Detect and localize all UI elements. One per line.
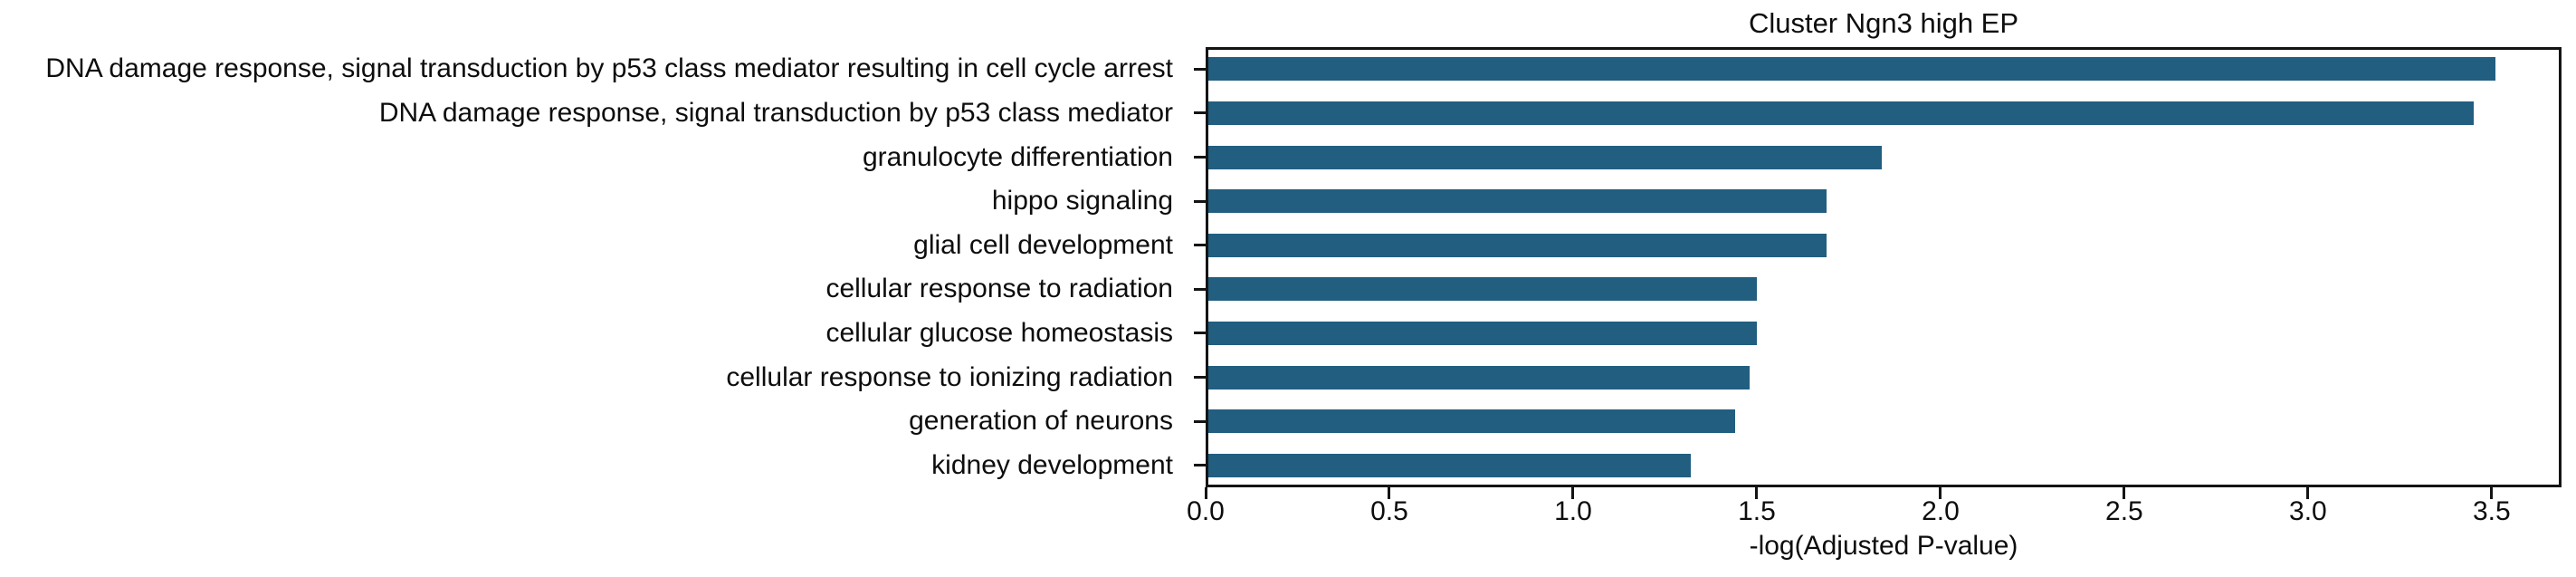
- x-tick-label: 3.5: [2473, 496, 2511, 526]
- bar-3: [1206, 189, 1827, 214]
- y-tick-label: granulocyte differentiation: [862, 141, 1173, 172]
- y-tick-label: DNA damage response, signal transduction…: [45, 53, 1173, 84]
- x-tick-mark: [2123, 487, 2126, 499]
- y-tick-label: generation of neurons: [909, 406, 1173, 437]
- bar-7: [1206, 365, 1750, 389]
- x-tick-mark: [2490, 487, 2494, 499]
- y-tick-label: cellular response to ionizing radiation: [726, 361, 1173, 392]
- y-tick-mark: [1194, 287, 1206, 291]
- x-tick-label: 2.5: [2105, 496, 2143, 526]
- bar-4: [1206, 233, 1827, 257]
- x-tick-mark: [2306, 487, 2310, 499]
- y-tick-mark: [1194, 376, 1206, 379]
- bar-0: [1206, 57, 2495, 82]
- bar-9: [1206, 453, 1691, 477]
- x-tick-mark: [1571, 487, 1575, 499]
- x-axis-title: -log(Adjusted P-value): [1749, 531, 2018, 561]
- x-tick-label: 0.5: [1370, 496, 1408, 526]
- x-tick-mark: [1204, 487, 1207, 499]
- y-tick-mark: [1194, 111, 1206, 115]
- bar-1: [1206, 101, 2474, 125]
- y-tick-label: DNA damage response, signal transduction…: [378, 97, 1173, 128]
- x-tick-label: 2.0: [1922, 496, 1960, 526]
- x-tick-mark: [1939, 487, 1942, 499]
- x-tick-label: 1.0: [1554, 496, 1592, 526]
- y-tick-label: kidney development: [931, 449, 1173, 480]
- chart-title: Cluster Ngn3 high EP: [1748, 7, 2019, 39]
- y-tick-mark: [1194, 419, 1206, 423]
- x-tick-label: 0.0: [1187, 496, 1225, 526]
- y-tick-mark: [1194, 332, 1206, 335]
- y-tick-label: cellular glucose homeostasis: [825, 317, 1173, 348]
- y-tick-label: hippo signaling: [991, 186, 1173, 216]
- bar-2: [1206, 145, 1882, 169]
- x-tick-label: 3.0: [2289, 496, 2327, 526]
- y-tick-mark: [1194, 199, 1206, 203]
- x-tick-mark: [1388, 487, 1391, 499]
- x-tick-label: 1.5: [1738, 496, 1776, 526]
- bar-5: [1206, 277, 1757, 302]
- x-tick-mark: [1755, 487, 1759, 499]
- y-tick-mark: [1194, 244, 1206, 247]
- y-tick-label: cellular response to radiation: [825, 274, 1173, 304]
- bar-8: [1206, 409, 1735, 434]
- y-tick-mark: [1194, 156, 1206, 159]
- y-tick-label: glial cell development: [913, 229, 1173, 260]
- y-tick-mark: [1194, 464, 1206, 467]
- bar-6: [1206, 321, 1757, 345]
- y-tick-mark: [1194, 67, 1206, 71]
